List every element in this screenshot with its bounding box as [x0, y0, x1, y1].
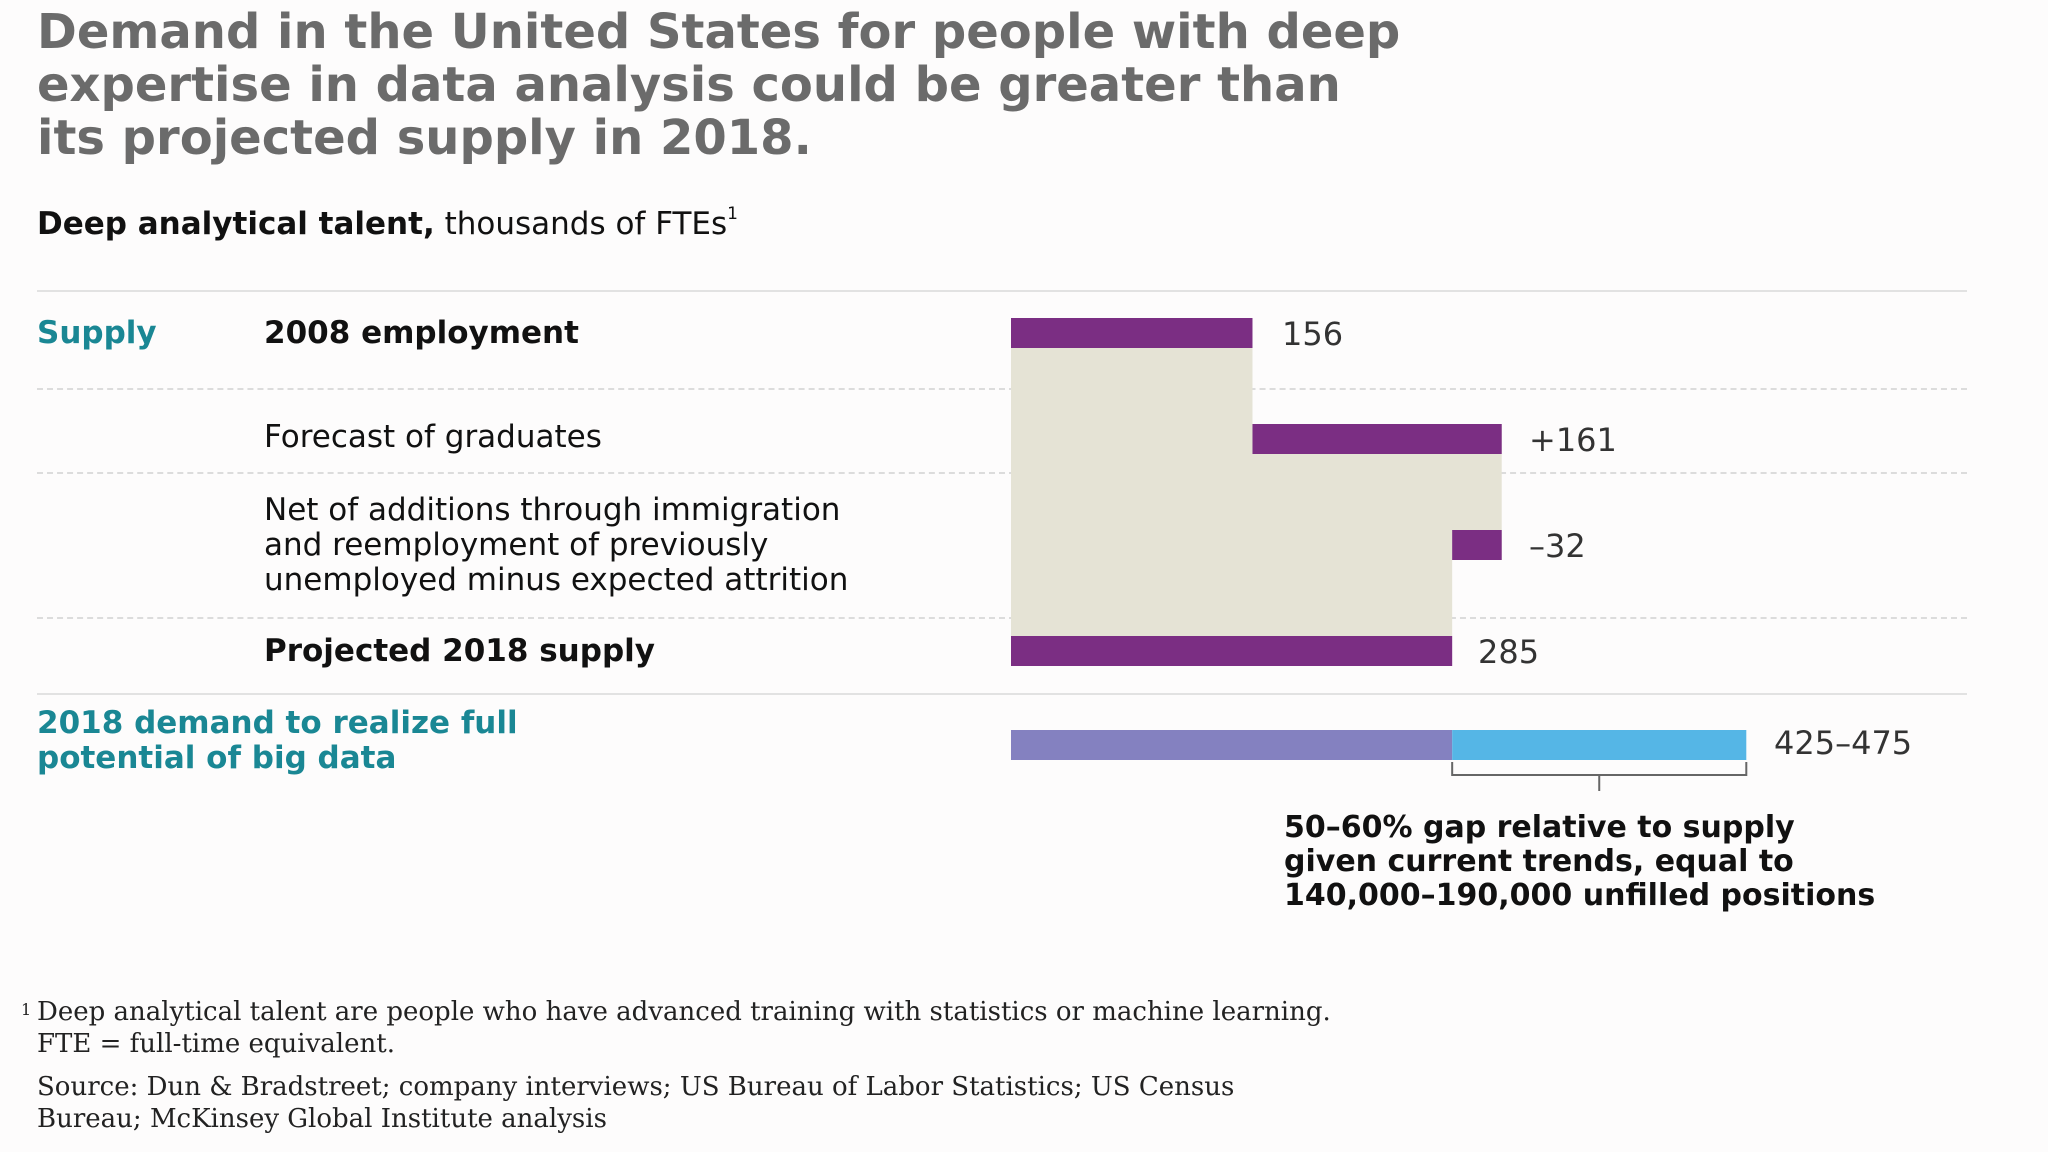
supply-section-label: Supply — [37, 315, 157, 351]
row-divider — [37, 617, 1967, 619]
net-additions-line: Net of additions through immigration — [264, 492, 841, 528]
bar-net-additions — [1452, 530, 1502, 560]
gap-annotation-line: 50–60% gap relative to supply — [1284, 810, 1795, 845]
net-additions-line: and reemployment of previously — [264, 527, 769, 563]
subtitle-bold: Deep analytical talent, — [37, 206, 435, 242]
bar-projected-supply — [1011, 636, 1453, 666]
net-additions-line: unemployed minus expected attrition — [264, 562, 849, 598]
title-line: expertise in data analysis could be grea… — [37, 57, 1341, 113]
demand-value: 425–475 — [1774, 724, 1913, 762]
graduates-value: +161 — [1529, 421, 1617, 459]
demand-label-line: 2018 demand to realize full — [37, 705, 518, 741]
gap-annotation-line: 140,000–190,000 unfilled positions — [1284, 878, 1876, 913]
demand-label-line: potential of big data — [37, 740, 397, 776]
bar-2008-employment — [1011, 318, 1253, 348]
row-divider — [37, 472, 1967, 474]
graduates-label: Forecast of graduates — [264, 419, 602, 455]
demand-label: 2018 demand to realize full potential of… — [37, 706, 518, 776]
source-line: Bureau; McKinsey Global Institute analys… — [37, 1104, 607, 1134]
bar-demand-gap-segment — [1452, 730, 1747, 760]
gap-annotation-line: given current trends, equal to — [1284, 844, 1794, 879]
demand-rule — [37, 693, 1967, 695]
running-total-shade — [1011, 318, 1502, 636]
footnote: 1 Deep analytical talent are people who … — [21, 996, 1331, 1060]
chart-subtitle: Deep analytical talent, thousands of FTE… — [37, 204, 738, 242]
title-line: Demand in the United States for people w… — [37, 4, 1401, 60]
gap-annotation: 50–60% gap relative to supply given curr… — [1284, 811, 1875, 913]
projected-supply-value: 285 — [1478, 633, 1540, 671]
chart-title: Demand in the United States for people w… — [37, 6, 1797, 165]
subtitle-rest: thousands of FTEs — [434, 206, 728, 242]
footnote-line: Deep analytical talent are people who ha… — [37, 997, 1331, 1027]
top-rule — [37, 290, 1967, 292]
projected-supply-label: Projected 2018 supply — [264, 633, 655, 669]
gap-bracket — [1451, 762, 1748, 791]
footnote-mark: 1 — [727, 204, 738, 224]
employment-2008-label: 2008 employment — [264, 315, 579, 351]
net-additions-label: Net of additions through immigration and… — [264, 493, 848, 598]
footnote-line: FTE = full-time equivalent. — [37, 1029, 395, 1059]
bar-forecast-graduates — [1252, 424, 1502, 454]
title-line: its projected supply in 2018. — [37, 110, 812, 166]
source-note: Source: Dun & Bradstreet; company interv… — [37, 1071, 1234, 1135]
row-divider — [37, 388, 1967, 390]
source-line: Source: Dun & Bradstreet; company interv… — [37, 1072, 1235, 1102]
net-additions-value: –32 — [1529, 527, 1586, 565]
bar-demand-supply-segment — [1011, 730, 1453, 760]
employment-2008-value: 156 — [1282, 315, 1344, 353]
footnote-number: 1 — [21, 1000, 32, 1019]
